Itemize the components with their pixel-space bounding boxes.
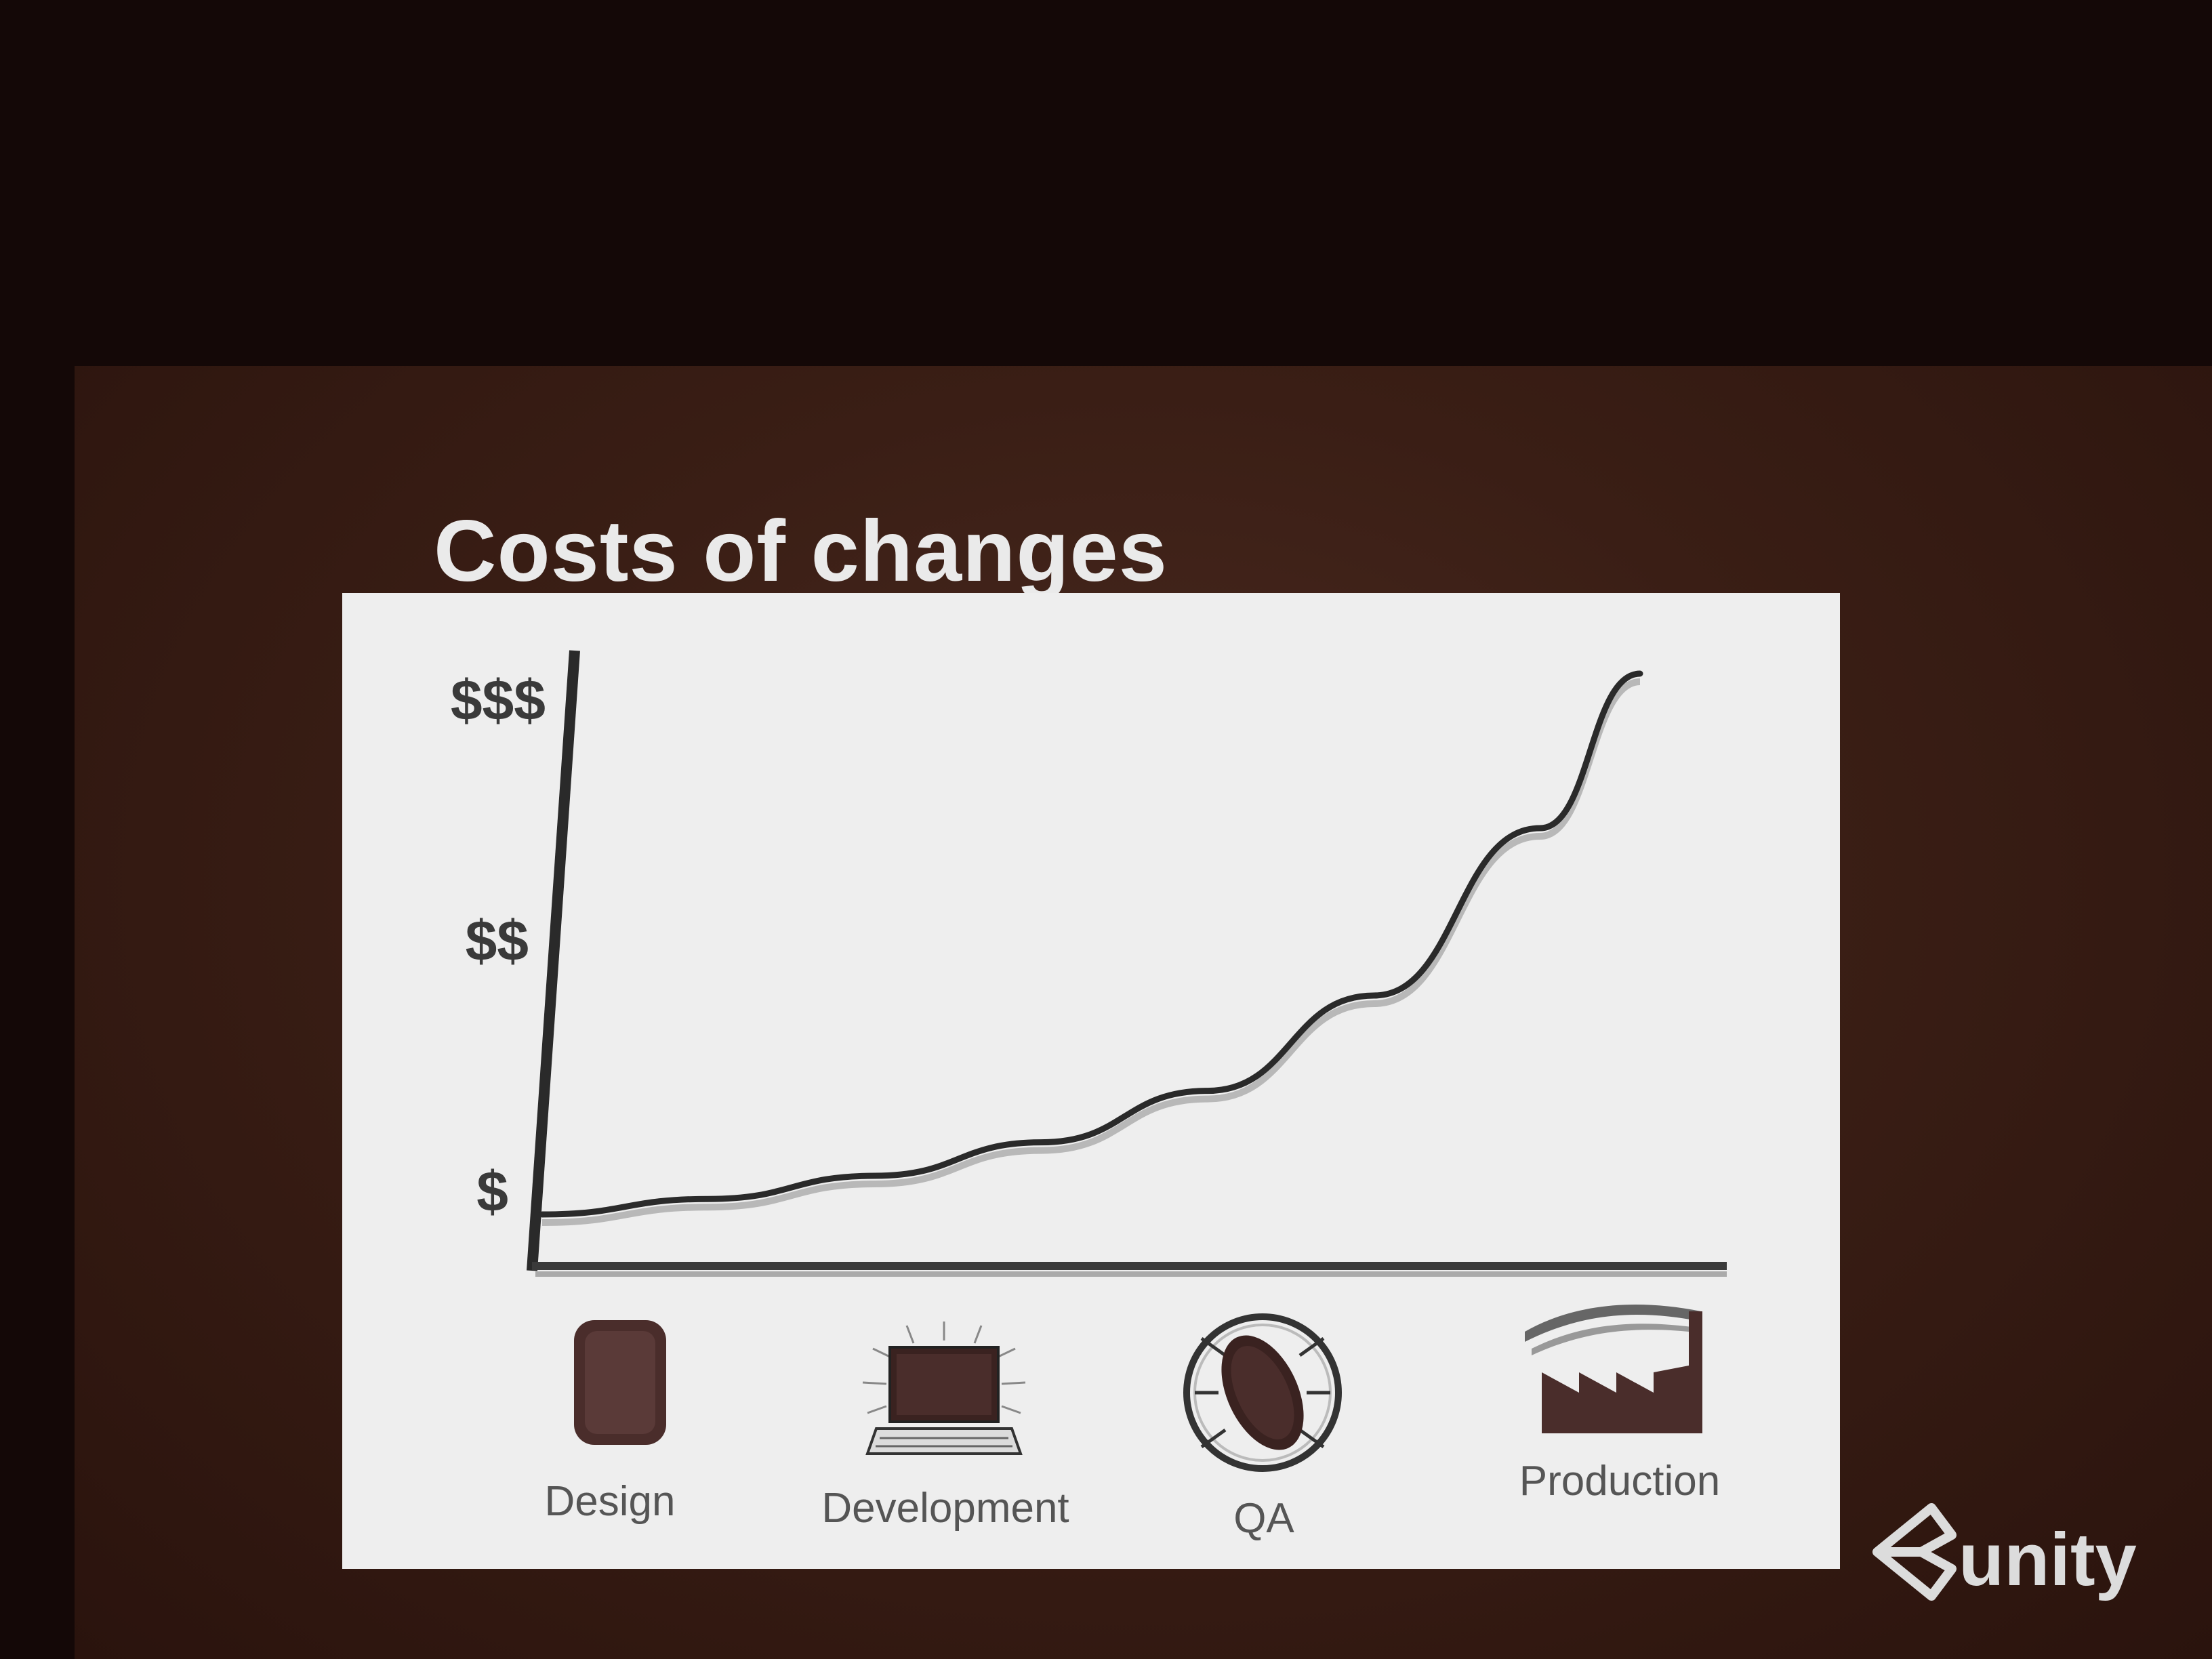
- y-tick-label-high: $$$: [450, 668, 546, 732]
- category-label-design: Design: [544, 1478, 676, 1525]
- category-label-development: Development: [821, 1485, 1069, 1532]
- category-label-production: Production: [1519, 1458, 1721, 1504]
- bug-icon: [1183, 1313, 1342, 1472]
- category-label-qa: QA: [1233, 1495, 1294, 1542]
- chart-title: Costs of changes: [434, 503, 1168, 600]
- laptop-icon: [862, 1322, 1026, 1455]
- series-group: [539, 670, 1643, 1226]
- y-tick-label-mid: $$: [465, 909, 529, 972]
- factory-icon: [1525, 1305, 1702, 1433]
- unity-brand-text: unity: [1959, 1518, 2137, 1601]
- tablet-icon: [574, 1320, 666, 1445]
- y-axis: [527, 650, 580, 1271]
- cost-curve-line: [539, 670, 1643, 1218]
- cost-curve-shadow: [541, 678, 1641, 1226]
- unity-logo-icon: [1872, 1503, 1957, 1601]
- y-tick-label-low: $: [476, 1160, 508, 1223]
